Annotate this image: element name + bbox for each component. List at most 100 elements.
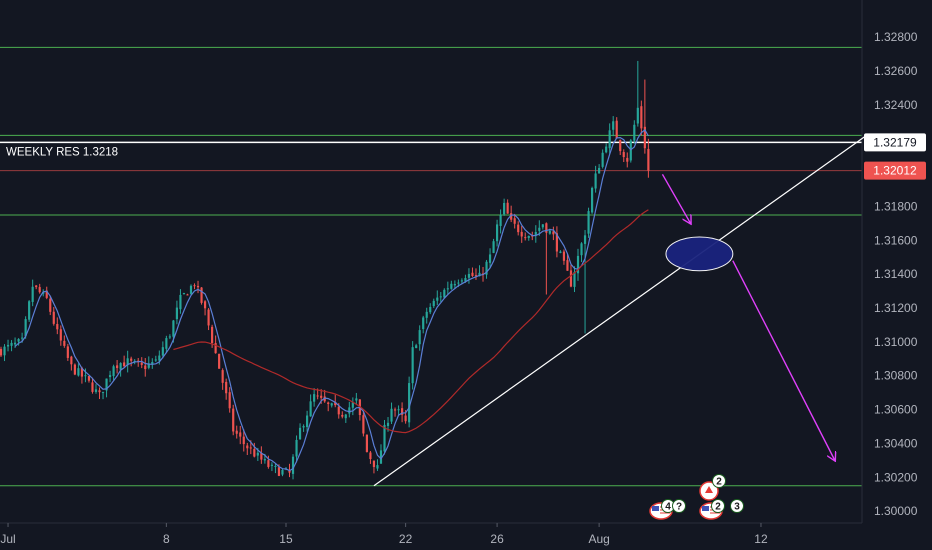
candle (383, 420, 386, 455)
candle-body (281, 469, 284, 475)
candle (495, 219, 499, 247)
price-tags: 1.32179 1.32012 (864, 133, 926, 180)
candle (186, 293, 189, 296)
candle (70, 355, 73, 371)
event-count-badge[interactable] (712, 474, 726, 488)
candle-body (126, 358, 129, 366)
candle (298, 423, 302, 440)
price-axis[interactable]: 1.328001.326001.324001.322001.320001.318… (874, 30, 918, 518)
candle-body (260, 452, 263, 460)
candle-body (105, 378, 108, 391)
candle (573, 266, 576, 293)
event-count-badge[interactable] (730, 499, 744, 513)
candle-body (608, 130, 611, 149)
candle (545, 222, 548, 295)
candle-body (432, 300, 435, 307)
candle (3, 344, 6, 362)
candle-body (21, 337, 24, 339)
candle (517, 221, 520, 236)
candle-body (492, 241, 495, 253)
candle (411, 341, 414, 390)
candle-body (464, 278, 467, 282)
candle (246, 442, 249, 456)
candle-body (6, 344, 10, 347)
price-tick-label: 1.30200 (874, 470, 918, 484)
candle-body (87, 375, 91, 381)
candle (154, 355, 157, 362)
candle (10, 340, 13, 352)
candle-body (108, 375, 112, 378)
candle-body (580, 243, 583, 256)
candle (408, 376, 411, 428)
candle (474, 268, 478, 280)
candle (612, 116, 615, 137)
candle (422, 315, 425, 334)
candle (583, 230, 587, 334)
candle (559, 250, 562, 254)
candle-body (10, 342, 13, 346)
candle (355, 392, 358, 406)
candle (379, 444, 383, 464)
candle-body (569, 270, 573, 287)
candle-body (626, 157, 629, 162)
candle-body (253, 448, 256, 457)
weekly-res-price-tag (864, 133, 926, 152)
candle (576, 248, 580, 281)
event-count-badge[interactable] (711, 499, 725, 513)
candle-body (73, 364, 76, 375)
candle (225, 378, 228, 400)
candle-body (320, 395, 323, 398)
last-price-tag (864, 161, 926, 180)
candle-body (298, 427, 302, 440)
candle-body (369, 452, 372, 460)
candle (527, 235, 530, 241)
drawings[interactable]: WEEKLY RES 1.3218 (6, 134, 867, 487)
candle (94, 384, 98, 394)
candle-body (450, 283, 453, 289)
candle (116, 360, 119, 374)
candle (45, 286, 48, 300)
candle (580, 242, 583, 262)
candle-body (647, 148, 650, 171)
candle (218, 353, 221, 369)
candle (566, 254, 569, 271)
candle-body (348, 407, 351, 414)
time-tick-label: 15 (279, 532, 293, 546)
candle (182, 292, 186, 295)
event-count-badge[interactable] (672, 499, 686, 513)
candle-body (214, 343, 217, 354)
candle (17, 338, 20, 346)
candle-body (446, 288, 449, 290)
candle-body (186, 294, 189, 296)
projection-arrow-2[interactable] (732, 260, 835, 461)
trendline[interactable] (373, 134, 867, 487)
candle-body (35, 285, 38, 288)
candle (144, 358, 147, 377)
candle (232, 404, 235, 436)
candle (52, 307, 55, 326)
candle-body (404, 415, 407, 422)
event-markers[interactable]: 2 4? 2 3 (649, 474, 744, 520)
candle-body (267, 460, 270, 467)
candle (590, 186, 594, 214)
candle (267, 455, 270, 469)
candle-body (228, 392, 231, 409)
candle (147, 356, 150, 370)
plot-area[interactable] (0, 46, 862, 487)
candle (453, 280, 456, 289)
target-zone-ellipse[interactable] (665, 236, 734, 272)
candle-body (306, 415, 309, 428)
event-count-text: 3 (734, 502, 740, 513)
candle-body (548, 230, 551, 234)
time-axis[interactable]: Jul 8 15 22 26 Aug 12 (0, 523, 768, 546)
time-tick-label: 22 (399, 532, 413, 546)
candle (253, 442, 256, 458)
projection-arrow-1[interactable] (661, 173, 690, 223)
price-tick-label: 1.32400 (874, 98, 918, 112)
last-price-text: 1.32012 (873, 164, 917, 178)
candle-body (460, 280, 463, 282)
candle (295, 435, 298, 463)
candle-body (207, 309, 210, 326)
candle-body (161, 347, 164, 356)
